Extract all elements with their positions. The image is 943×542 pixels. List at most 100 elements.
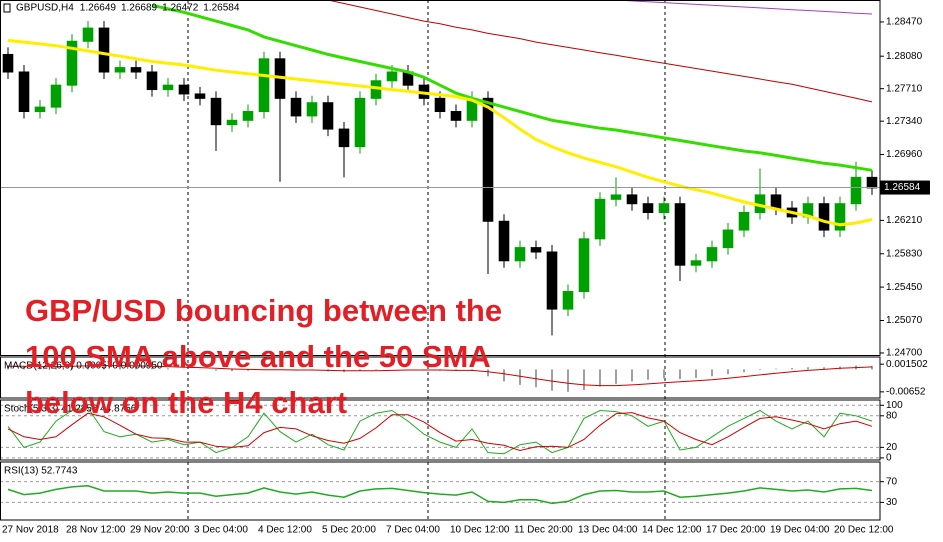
macd-pane xyxy=(7,364,873,392)
candle-body xyxy=(498,220,510,262)
candle-body xyxy=(306,102,318,117)
candle-body xyxy=(354,97,366,148)
pane-title: Stoch(5,3,3) 41.2856 44.8756 xyxy=(4,404,137,415)
ohlc-value: 1.26689 xyxy=(121,3,158,14)
candle-body xyxy=(818,203,830,231)
indicator-line xyxy=(151,3,873,172)
y-tick-label: 30 xyxy=(886,497,898,508)
x-tick-label: 17 Dec 20:00 xyxy=(706,525,766,536)
candle-body xyxy=(338,128,350,148)
y-tick-label: 1.26960 xyxy=(886,149,923,160)
y-tick-label: 1.25070 xyxy=(886,315,923,326)
y-tick-label: 1.24700 xyxy=(886,348,923,359)
x-tick-label: 19 Dec 04:00 xyxy=(770,525,830,536)
y-tick-label: 1.28080 xyxy=(886,51,923,62)
indicator-line xyxy=(7,485,873,505)
symbol-icon xyxy=(3,3,11,13)
annotation-line: below on the H4 chart xyxy=(25,385,347,420)
candle-body xyxy=(642,203,654,213)
pane-frame xyxy=(0,461,881,521)
x-tick-label: 11 Dec 20:00 xyxy=(514,525,573,536)
candle-body xyxy=(690,260,702,266)
ohlc-value: 1.26649 xyxy=(80,3,117,14)
candle-body xyxy=(114,67,126,73)
pane-title: MACD(12,26,9) 0.000570 0.000950 xyxy=(4,361,163,372)
x-tick-label: 10 Dec 12:00 xyxy=(450,525,510,536)
candle-body xyxy=(50,84,62,108)
candle-body xyxy=(258,58,270,113)
pane-frame xyxy=(0,0,881,356)
candle-body xyxy=(866,176,878,189)
candle-body xyxy=(850,176,862,205)
candle-body xyxy=(706,247,718,262)
y-tick-label: 1.25830 xyxy=(886,248,923,259)
x-tick-label: 14 Dec 12:00 xyxy=(642,525,702,536)
y-tick-label: -0.00652 xyxy=(886,386,926,397)
x-tick-label: 29 Nov 20:00 xyxy=(130,525,190,536)
indicator-line xyxy=(8,365,873,387)
x-tick-label: 20 Dec 12:00 xyxy=(834,525,894,536)
candle-body xyxy=(834,203,846,231)
candle-body xyxy=(178,84,190,95)
candle-body xyxy=(626,194,638,205)
ohlc-value: 1.26472 xyxy=(162,3,199,14)
y-tick-label: 70 xyxy=(886,476,898,487)
y-tick-label: 0.001502 xyxy=(886,359,928,370)
candle-body xyxy=(322,102,334,130)
candle-body xyxy=(386,71,398,82)
indicator-line xyxy=(7,412,873,452)
candle-body xyxy=(146,71,158,91)
candle-body xyxy=(66,40,78,86)
pane-frame xyxy=(0,399,881,461)
y-tick-label: 80 xyxy=(886,410,898,421)
candle-body xyxy=(98,27,110,73)
candle-body xyxy=(482,97,494,222)
x-tick-label: 3 Dec 04:00 xyxy=(194,525,248,536)
candle-body xyxy=(210,97,222,126)
ohlc-value: 1.26584 xyxy=(203,3,240,14)
x-tick-label: 27 Nov 2018 xyxy=(2,525,59,536)
candle-body xyxy=(674,203,686,266)
candle-body xyxy=(770,194,782,209)
last-price-box xyxy=(880,180,930,195)
candle-body xyxy=(290,97,302,117)
y-tick-label: 1.25450 xyxy=(886,282,923,293)
indicator-line xyxy=(7,407,873,455)
candle-body xyxy=(434,97,446,113)
candle-body xyxy=(530,247,542,253)
y-tick-label: 0 xyxy=(886,453,892,464)
x-tick-label: 7 Dec 04:00 xyxy=(386,525,440,536)
y-tick-label: 1.27710 xyxy=(886,83,923,94)
candle-body xyxy=(610,194,622,200)
candle-body xyxy=(578,238,590,293)
x-tick-label: 28 Nov 12:00 xyxy=(66,525,126,536)
candle-body xyxy=(658,203,670,213)
candle-body xyxy=(562,291,574,310)
candle-body xyxy=(162,84,174,91)
candle-body xyxy=(722,229,734,249)
x-tick-label: 13 Dec 04:00 xyxy=(578,525,638,536)
candle-body xyxy=(2,53,14,73)
candle-body xyxy=(514,247,526,262)
y-tick-label: 1.27340 xyxy=(886,116,923,127)
last-price-label: 1.26584 xyxy=(884,182,921,193)
x-tick-label: 5 Dec 20:00 xyxy=(322,525,376,536)
rsi-pane xyxy=(0,481,880,505)
indicator-line xyxy=(7,38,873,227)
annotation-line: GBP/USD bouncing between the xyxy=(25,293,502,328)
indicator-line xyxy=(615,0,873,15)
y-tick-label: 1.26210 xyxy=(886,215,923,226)
stoch-pane xyxy=(0,404,880,459)
x-tick-label: 4 Dec 12:00 xyxy=(258,525,312,536)
candle-body xyxy=(82,27,94,42)
symbol-title: GBPUSD,H4 xyxy=(16,3,74,14)
y-tick-label: 100 xyxy=(886,400,903,411)
candle-body xyxy=(738,211,750,231)
candle-body xyxy=(242,111,254,121)
candle-body xyxy=(226,119,238,126)
annotation: GBP/USD bouncing between the 100 SMA abov… xyxy=(25,293,502,420)
candle-body xyxy=(594,198,606,240)
indicator-line xyxy=(327,0,873,103)
pane-frame xyxy=(0,356,881,399)
